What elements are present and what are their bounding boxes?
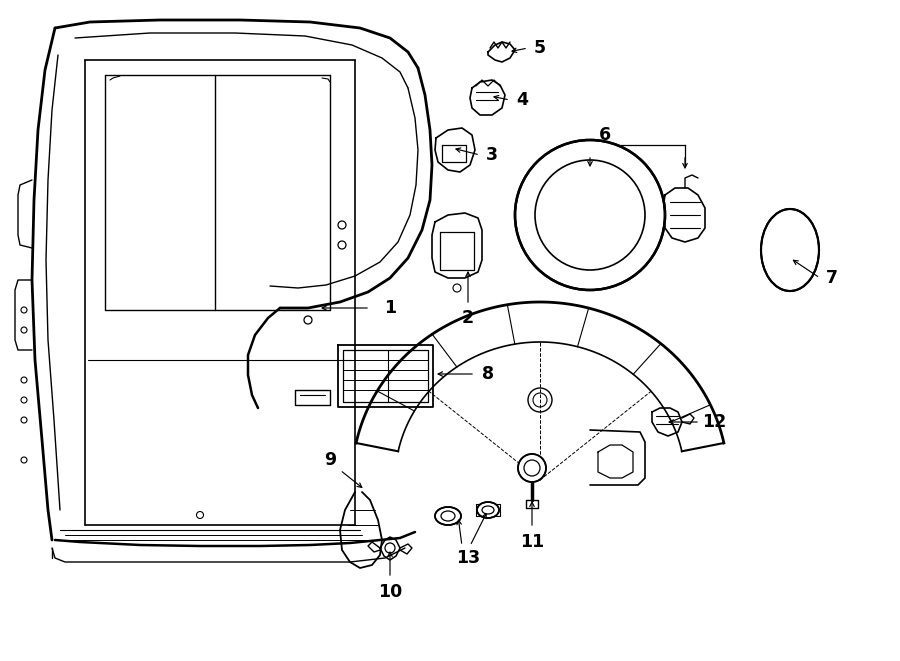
Text: 12: 12 <box>702 413 726 431</box>
Circle shape <box>515 140 665 290</box>
Ellipse shape <box>477 502 499 518</box>
Text: 6: 6 <box>598 126 611 144</box>
Text: 10: 10 <box>378 583 402 601</box>
Text: 1: 1 <box>384 299 396 317</box>
Ellipse shape <box>435 507 461 525</box>
Text: 13: 13 <box>456 549 480 567</box>
Text: 8: 8 <box>482 365 494 383</box>
Text: 2: 2 <box>462 309 474 327</box>
Text: 4: 4 <box>516 91 528 109</box>
Text: 9: 9 <box>324 451 336 469</box>
Text: 3: 3 <box>486 146 498 164</box>
Text: 7: 7 <box>826 269 838 287</box>
Ellipse shape <box>761 209 819 291</box>
Circle shape <box>518 454 546 482</box>
Text: 5: 5 <box>534 39 546 57</box>
Text: 11: 11 <box>520 533 544 551</box>
